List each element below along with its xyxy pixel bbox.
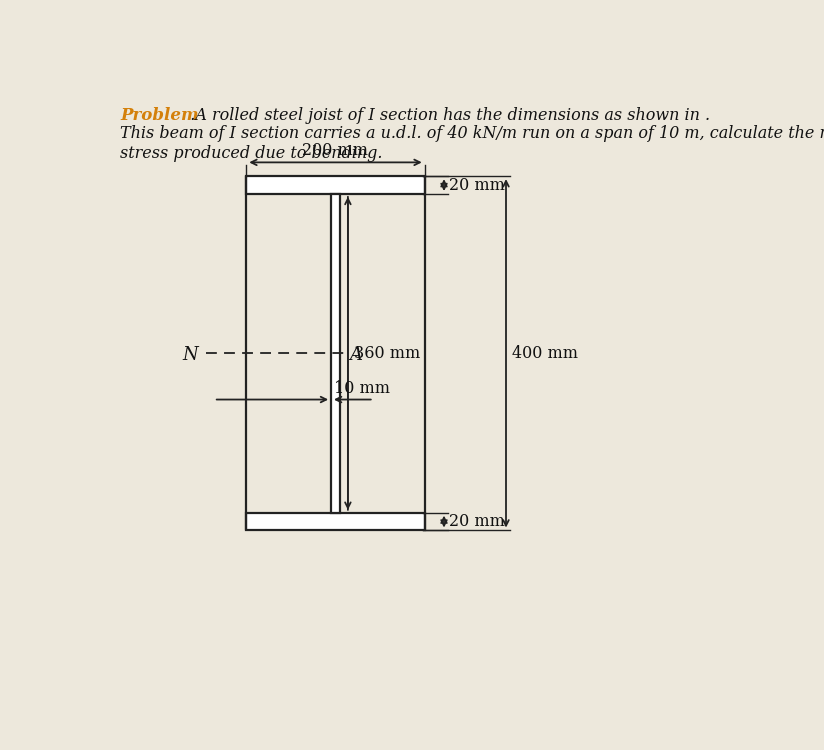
Text: Problem: Problem <box>120 107 199 124</box>
Text: 400 mm: 400 mm <box>513 345 578 362</box>
Bar <box>246 513 424 530</box>
Text: N: N <box>183 346 199 364</box>
Bar <box>246 176 424 194</box>
Text: 200 mm: 200 mm <box>302 142 368 159</box>
Text: .A rolled steel joist of I section has the dimensions as shown in .: .A rolled steel joist of I section has t… <box>180 107 710 124</box>
Text: This beam of I section carries a u.d.l. of 40 kN/m run on a span of 10 m, calcul: This beam of I section carries a u.d.l. … <box>120 125 824 162</box>
Text: 10 mm: 10 mm <box>335 380 390 398</box>
Bar <box>331 194 340 513</box>
Text: A: A <box>349 346 363 364</box>
Text: 360 mm: 360 mm <box>354 345 420 362</box>
Text: 20 mm: 20 mm <box>449 176 505 194</box>
Text: 20 mm: 20 mm <box>449 513 505 530</box>
